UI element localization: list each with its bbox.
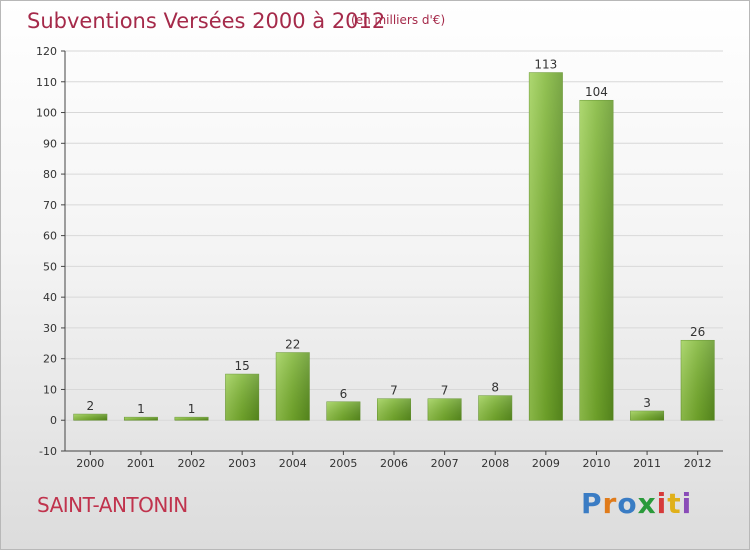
bar-value-label: 7 — [390, 384, 398, 398]
bar-value-label: 1 — [188, 402, 196, 416]
bar-value-label: 3 — [643, 396, 651, 410]
bar-shade — [174, 417, 209, 421]
x-tick-label: 2000 — [76, 457, 104, 470]
bar-value-label: 1 — [137, 402, 145, 416]
bar-value-label: 6 — [340, 387, 348, 401]
x-tick-label: 2009 — [532, 457, 560, 470]
bar-shade — [73, 414, 108, 421]
x-tick-label: 2007 — [431, 457, 459, 470]
y-tick-label: 60 — [43, 230, 57, 243]
chart-title: Subventions Versées 2000 à 2012 — [27, 9, 386, 33]
bar-shade — [579, 100, 614, 421]
y-axis-ticks: -10 0 10 20 30 40 50 60 70 80 90 100 110 120 — [36, 45, 65, 458]
logo-letter: r — [602, 487, 618, 520]
y-tick-label: 120 — [36, 45, 57, 58]
bar-value-label: 2 — [86, 399, 94, 413]
commune-name: SAINT-ANTONIN — [37, 493, 188, 517]
bar-value-label: 7 — [441, 384, 449, 398]
bar-shade — [630, 411, 664, 421]
y-tick-label: 20 — [43, 353, 57, 366]
y-tick-label: 40 — [43, 291, 57, 304]
x-axis-ticks: 2000 2001 2002 2003 2004 2005 2006 2007 2008 2009… — [76, 451, 712, 470]
logo-letter: i — [681, 487, 693, 520]
logo-letter: P — [581, 487, 603, 520]
bar-shade — [680, 340, 715, 421]
logo-letter: t — [667, 487, 682, 520]
bar-shade — [529, 72, 563, 421]
y-tick-label: 70 — [43, 199, 57, 212]
y-tick-label: 80 — [43, 168, 57, 181]
bar-value-label: 26 — [690, 325, 705, 339]
logo-letter: i — [656, 487, 668, 520]
logo-letter: o — [617, 487, 638, 520]
x-tick-label: 2004 — [279, 457, 307, 470]
y-tick-label: 0 — [50, 414, 57, 427]
bar-shade — [124, 417, 158, 421]
y-tick-label: 10 — [43, 383, 57, 396]
y-tick-label: 30 — [43, 322, 57, 335]
x-tick-label: 2001 — [127, 457, 155, 470]
bar-shade — [427, 398, 462, 421]
bar-value-label: 22 — [285, 338, 300, 352]
y-tick-label: 50 — [43, 260, 57, 273]
bars: 2 1 1 15 22 6 7 7 8 113 104 3 26 — [73, 58, 715, 421]
x-tick-label: 2010 — [582, 457, 610, 470]
x-tick-label: 2011 — [633, 457, 661, 470]
x-tick-label: 2002 — [178, 457, 206, 470]
bar-value-label: 8 — [491, 381, 499, 395]
bar-value-label: 113 — [534, 58, 557, 72]
proxiti-logo: Proxiti — [581, 487, 692, 520]
y-tick-label: 90 — [43, 137, 57, 150]
bar-shade — [326, 401, 361, 421]
bar-value-label: 104 — [585, 85, 608, 99]
x-tick-label: 2005 — [329, 457, 357, 470]
bar-value-label: 15 — [235, 359, 250, 373]
x-tick-label: 2003 — [228, 457, 256, 470]
x-tick-label: 2006 — [380, 457, 408, 470]
x-tick-label: 2008 — [481, 457, 509, 470]
bar-shade — [478, 395, 512, 421]
chart-unit: (en milliers d'€) — [351, 13, 446, 27]
y-tick-label: 110 — [36, 76, 57, 89]
bar-shade — [225, 374, 259, 421]
y-tick-label: 100 — [36, 107, 57, 120]
bar-shade — [377, 398, 411, 421]
bar-shade — [276, 352, 310, 421]
x-tick-label: 2012 — [684, 457, 712, 470]
y-tick-label: -10 — [39, 445, 57, 458]
logo-letter: x — [637, 487, 657, 520]
